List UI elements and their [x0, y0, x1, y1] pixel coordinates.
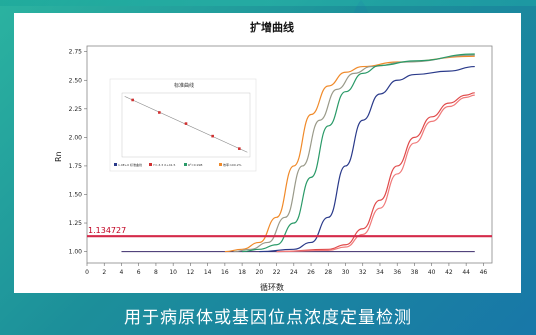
amplification-curve-1 [224, 55, 475, 253]
inset-legend-swatch [149, 163, 152, 166]
x-tick-label: 46 [480, 269, 488, 276]
caption-bar: 用于病原体或基因位点浓度定量检测 [0, 295, 536, 335]
y-tick-label: 2.75 [69, 49, 83, 56]
x-tick-label: 16 [221, 269, 229, 276]
y-tick-label: 2.25 [69, 106, 83, 113]
axes: 0 2 4 6 8 10 12 14 16 18 20 22 24 26 28 30 32 34 36 38 40 42 4… [69, 45, 493, 276]
y-tick-label: 1.00 [69, 249, 83, 256]
x-tick-label: 44 [462, 269, 470, 276]
y-tick-label: 1.50 [69, 191, 83, 198]
x-tick-label: 14 [204, 269, 212, 276]
inset-legend-swatch [219, 163, 222, 166]
inset-title: 标准曲线 [174, 82, 194, 89]
x-tick-label: 28 [324, 269, 332, 276]
y-tick-label: 2.00 [69, 134, 83, 141]
chart-panel: 扩增曲线 0 2 4 6 8 10 12 14 16 18 20 22 24 26 28 30 32 34 36 38… [14, 13, 521, 293]
y-axis-label: Rn [54, 151, 63, 162]
inset-axes [121, 92, 251, 158]
inset-legend-swatch [184, 163, 187, 166]
x-tick-label: 34 [376, 269, 384, 276]
x-tick-label: 2 [102, 269, 106, 276]
x-tick-label: 38 [411, 269, 419, 276]
x-tick-label: 4 [120, 269, 124, 276]
inset-legend-label: R²=0.998 [188, 163, 202, 167]
amplification-curve-5 [276, 92, 475, 253]
x-tick-label: 6 [137, 269, 141, 276]
series-layer [121, 53, 475, 253]
inset-legend-label: 效率:100.2% [223, 162, 242, 167]
plot-frame [86, 45, 493, 264]
x-tick-label: 42 [445, 269, 453, 276]
amplification-curve-2 [233, 54, 475, 253]
inset-point [211, 134, 214, 138]
x-tick-label: 18 [238, 269, 246, 276]
x-tick-label: 12 [187, 269, 195, 276]
inset-legend-swatch [114, 163, 117, 166]
chart-title: 扩增曲线 [250, 20, 294, 34]
amplification-curve-3 [242, 53, 475, 253]
x-axis-label: 循环数 [260, 282, 284, 292]
inset-frame [109, 78, 257, 172]
x-tick-label: 24 [290, 269, 298, 276]
x-tick-label: 8 [154, 269, 158, 276]
y-tick-label: 2.50 [69, 77, 83, 84]
inset-point [131, 98, 134, 102]
x-tick-label: 0 [85, 269, 89, 276]
amplification-curve-4 [259, 65, 475, 253]
inset-point [184, 122, 188, 125]
caption-text: 用于病原体或基因位点浓度定量检测 [124, 307, 412, 328]
inset-point [238, 147, 241, 150]
inset-legend-label: 1.0E+0 标准曲线 [118, 162, 142, 167]
x-tick-label: 40 [428, 269, 436, 276]
x-tick-label: 22 [273, 269, 281, 276]
inset-point [158, 111, 161, 114]
x-tick-label: 20 [256, 269, 264, 276]
x-tick-label: 10 [169, 269, 177, 276]
y-tick-label: 1.75 [69, 163, 83, 170]
inset-plot [121, 92, 251, 158]
x-tick-label: 26 [307, 269, 315, 276]
x-tick-label: 32 [359, 269, 367, 276]
threshold-label: 1.134727 [88, 226, 126, 235]
inset-legend: 1.0E+0 标准曲线 Y=-3.3 X+41.5 R²=0.998 效率:100.2… [114, 162, 242, 167]
amplification-chart: 扩增曲线 0 2 4 6 8 10 12 14 16 18 20 22 24 26 28 30 32 34 36 38… [54, 20, 493, 292]
threshold-layer: 1.134727 [87, 226, 492, 238]
y-tick-label: 1.25 [69, 220, 83, 227]
amplification-curve-6 [276, 94, 475, 253]
standard-curve-inset: 标准曲线 1.0E+0 标准曲线 Y=-3.3 X+41.5 R²=0.998 效率:… [109, 78, 257, 172]
x-tick-label: 36 [393, 269, 401, 276]
x-tick-label: 30 [342, 269, 350, 276]
inset-legend-label: Y=-3.3 X+41.5 [153, 163, 175, 167]
